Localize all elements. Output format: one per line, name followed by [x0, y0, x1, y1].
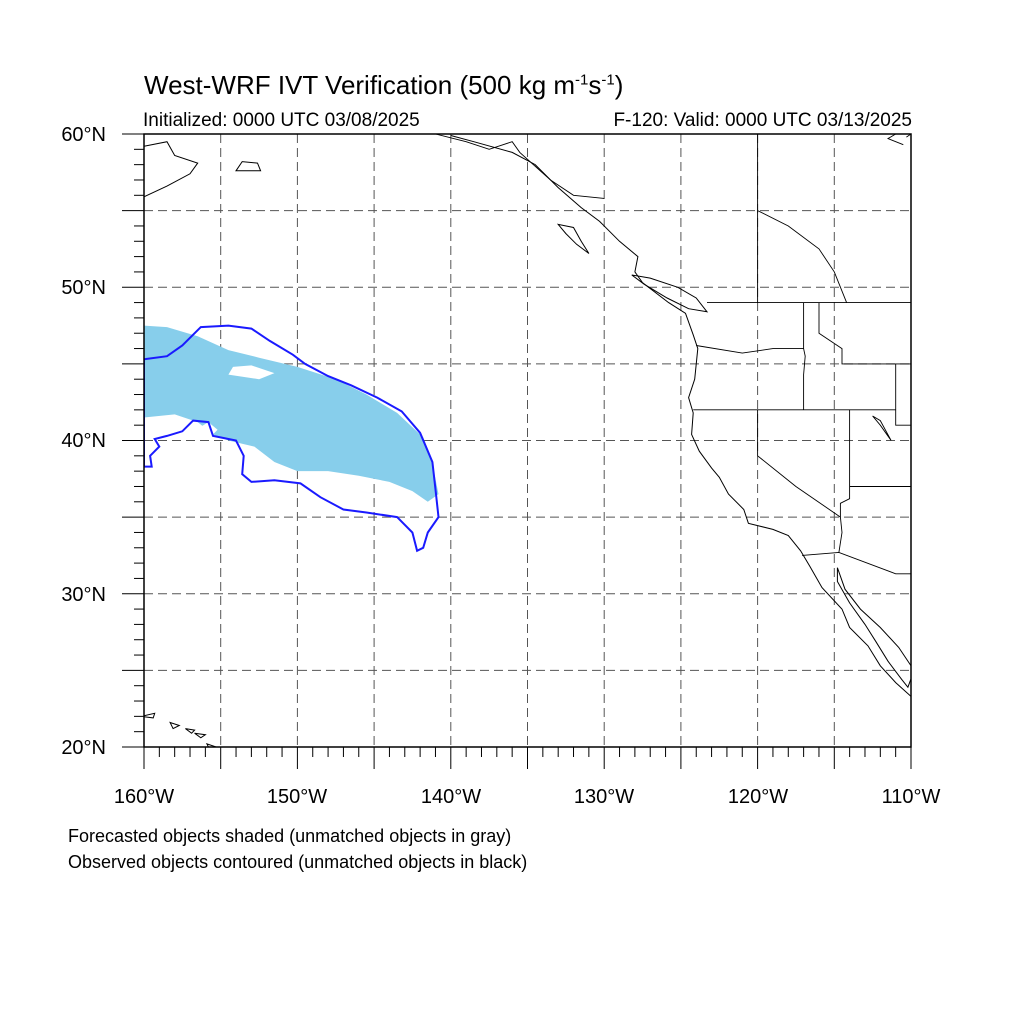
hawaii-island — [144, 712, 156, 719]
forecast-object — [144, 325, 439, 502]
lon-label-110w: 110°W — [881, 786, 941, 808]
hawaii-island — [169, 721, 181, 730]
haida-gwaii — [556, 223, 590, 254]
political-border — [696, 345, 804, 354]
legend-forecast-note: Forecasted objects shaded (unmatched obj… — [68, 826, 512, 846]
valid-time: F-120: Valid: 0000 UTC 03/13/2025 — [613, 110, 912, 131]
political-border — [803, 302, 806, 410]
gulf-of-california-coastline — [836, 567, 911, 689]
lon-label-140w: 140°W — [420, 786, 482, 808]
lon-label-130w: 130°W — [573, 786, 635, 808]
lon-label-160w: 160°W — [113, 786, 175, 808]
initialized-time: Initialized: 0000 UTC 03/08/2025 — [143, 110, 420, 131]
chart-title: West-WRF IVT Verification (500 kg m-1s-1… — [144, 70, 624, 100]
political-border — [757, 210, 848, 303]
lon-label-150w: 150°W — [266, 786, 328, 808]
political-border — [895, 363, 911, 426]
lat-label-50n: 50°N — [61, 277, 106, 299]
political-border — [435, 134, 605, 199]
political-border — [802, 551, 911, 575]
forecast-objects — [144, 325, 439, 502]
political-border — [757, 409, 841, 518]
forecast-object-gap — [228, 365, 275, 380]
lon-label-120w: 120°W — [727, 786, 789, 808]
coastlines-borders — [144, 134, 911, 747]
hawaii-island — [194, 732, 207, 739]
hawaii-island — [205, 743, 218, 747]
observed-object-contour — [144, 324, 440, 553]
vancouver-island — [631, 274, 709, 313]
political-border — [886, 134, 904, 146]
political-border — [872, 415, 892, 441]
legend-observed-note: Observed objects contoured (unmatched ob… — [68, 852, 528, 872]
political-border — [818, 302, 911, 365]
alaska-coastline — [144, 141, 199, 198]
kodiak-island — [235, 161, 262, 172]
lat-label-30n: 30°N — [61, 584, 106, 606]
hawaii-island — [185, 728, 196, 734]
lat-label-20n: 20°N — [61, 737, 106, 759]
lat-label-60n: 60°N — [61, 124, 106, 146]
observed-objects — [144, 324, 440, 553]
lat-label-40n: 40°N — [61, 430, 106, 452]
forecast-object-gap — [200, 422, 218, 436]
political-border — [839, 409, 851, 518]
map-frame — [143, 133, 912, 748]
west-coast-coastline — [450, 135, 911, 697]
political-border — [838, 517, 843, 553]
axis-ticks — [122, 133, 912, 769]
